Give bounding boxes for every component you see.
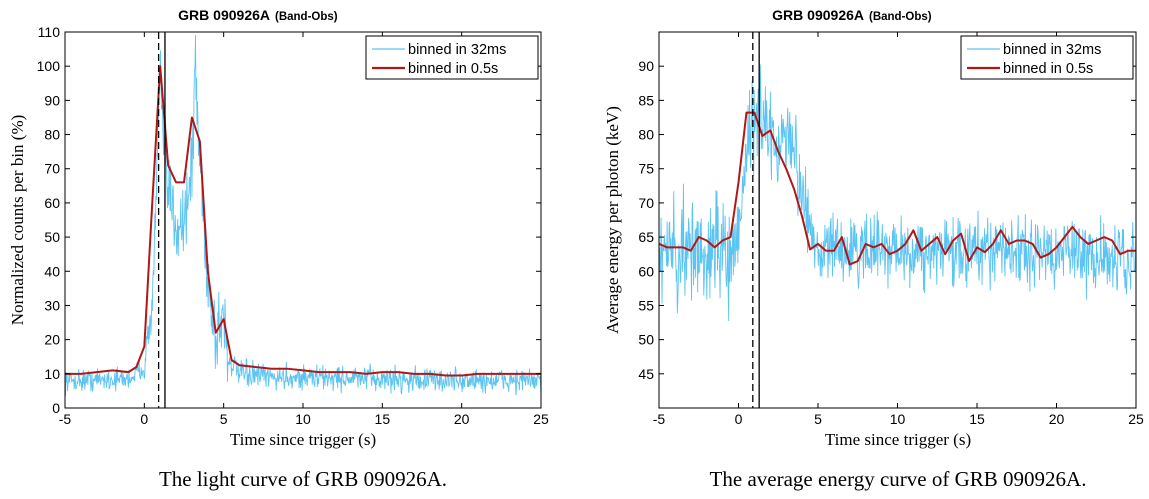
- energy-curve-y-tick-label: 50: [638, 332, 654, 348]
- light-curve-subtitle: (Band-Obs): [275, 11, 338, 23]
- energy-curve-legend-label-32ms: binned in 32ms: [1003, 42, 1101, 58]
- energy-curve-line-32ms: [659, 64, 1136, 323]
- energy-curve-title: GRB 090926A: [772, 7, 864, 23]
- light-curve-y-tick-label: 50: [44, 229, 60, 245]
- energy-curve-plot-area: [659, 32, 1136, 408]
- light-curve-x-tick-label: 20: [454, 411, 470, 427]
- energy-curve-x-tick-label: -5: [653, 411, 666, 427]
- light-curve-y-tick-label: 30: [44, 297, 60, 313]
- light-curve-series-0.5s: [65, 65, 541, 377]
- energy-curve-legend: binned in 32ms binned in 0.5s: [960, 35, 1134, 80]
- energy-curve-y-tick-label: 85: [638, 92, 654, 108]
- energy-curve-y-tick-label: 80: [638, 127, 654, 143]
- energy-curve-y-tick-label: 75: [638, 161, 654, 177]
- light-curve-y-axis-label: Normalized counts per bin (%): [8, 115, 27, 326]
- light-curve-y-tick-label: 70: [44, 161, 60, 177]
- energy-curve-y-axis-label: Average energy per photon (keV): [603, 106, 622, 334]
- energy-curve-y-tick-label: 60: [638, 263, 654, 279]
- light-curve-plot-area: [65, 32, 541, 408]
- energy-curve-x-axis-label: Time since trigger (s): [825, 430, 971, 449]
- energy-curve-legend-box: [960, 35, 1134, 80]
- energy-curve-y-tick-label: 65: [638, 229, 654, 245]
- energy-curve-x-tick-label: 15: [969, 411, 985, 427]
- light-curve-y-tick-label: 60: [44, 195, 60, 211]
- energy-curve-panel: GRB 090926A (Band-Obs) -5 0 5 10 15 20 25 45 50…: [603, 7, 1144, 491]
- light-curve-legend-label-0.5s: binned in 0.5s: [408, 61, 498, 77]
- light-curve-y-tick-label: 100: [37, 58, 61, 74]
- light-curve-y-tick-label: 90: [44, 92, 60, 108]
- light-curve-x-tick-label: 10: [295, 411, 311, 427]
- light-curve-x-tick-label: 5: [220, 411, 228, 427]
- light-curve-line-32ms: [65, 35, 541, 396]
- light-curve-panel: GRB 090926A (Band-Obs) -5 0 5 10 15 20 25 0102…: [8, 7, 549, 491]
- light-curve-y-tick-label: 110: [38, 24, 61, 40]
- light-curve-x-tick-label: 25: [533, 411, 549, 427]
- light-curve-x-tick-label: -5: [59, 411, 72, 427]
- energy-curve-y-tick-label: 45: [638, 366, 654, 382]
- light-curve-y-tick-label: 80: [44, 127, 60, 143]
- light-curve-legend-label-32ms: binned in 32ms: [408, 42, 506, 58]
- energy-curve-legend-label-0.5s: binned in 0.5s: [1003, 61, 1093, 77]
- light-curve-y-tick-label: 10: [44, 366, 60, 382]
- energy-curve-y-ticks: 45 50 55 60 65 70 75 80 85 90: [638, 58, 1136, 382]
- light-curve-x-ticks: -5 0 5 10 15 20 25: [59, 32, 549, 427]
- energy-curve-y-tick-label: 70: [638, 195, 654, 211]
- energy-curve-y-tick-label: 55: [638, 297, 654, 313]
- light-curve-x-tick-label: 0: [140, 411, 148, 427]
- light-curve-title: GRB 090926A: [178, 7, 270, 23]
- energy-curve-axes-frame: [658, 31, 1137, 409]
- light-curve-y-ticks: 0 10 20 30 40 50 60 70 80 90 100 110: [37, 24, 541, 416]
- energy-curve-subtitle: (Band-Obs): [869, 11, 932, 23]
- light-curve-x-tick-label: 15: [375, 411, 391, 427]
- energy-curve-x-tick-label: 10: [890, 411, 906, 427]
- energy-curve-x-tick-label: 25: [1128, 411, 1144, 427]
- light-curve-caption: The light curve of GRB 090926A.: [159, 467, 447, 491]
- light-curve-y-tick-label: 0: [52, 400, 60, 416]
- light-curve-axes-frame: [64, 31, 542, 409]
- energy-curve-series-32ms: [659, 64, 1136, 323]
- energy-curve-y-tick-label: 90: [638, 58, 654, 74]
- light-curve-y-tick-label: 20: [44, 332, 60, 348]
- energy-curve-caption: The average energy curve of GRB 090926A.: [710, 467, 1087, 491]
- light-curve-legend-box: [365, 35, 539, 80]
- light-curve-x-axis-label: Time since trigger (s): [230, 430, 376, 449]
- energy-curve-series-0.5s: [659, 111, 1136, 266]
- light-curve-legend: binned in 32ms binned in 0.5s: [365, 35, 539, 80]
- energy-curve-x-tick-label: 5: [814, 411, 822, 427]
- energy-curve-x-tick-label: 0: [735, 411, 743, 427]
- energy-curve-x-tick-label: 20: [1049, 411, 1065, 427]
- light-curve-series-32ms: [65, 35, 541, 396]
- energy-curve-x-ticks: -5 0 5 10 15 20 25: [653, 32, 1144, 427]
- light-curve-y-tick-label: 40: [44, 263, 60, 279]
